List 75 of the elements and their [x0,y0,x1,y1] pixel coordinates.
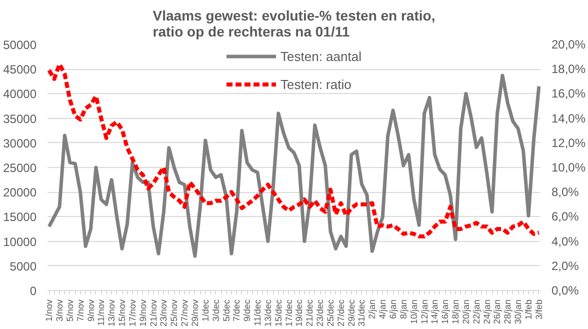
x-tick-label: 17/dec [284,299,294,327]
x-tick-label: 9/nov [86,299,96,322]
x-tick-label: 24/jan [482,299,492,324]
x-tick-label: 21/dec [304,299,315,327]
y2-tick-label: 6,0% [552,210,580,224]
y-tick-label: 20000 [3,186,37,200]
y2-tick-label: 12,0% [552,136,586,150]
y2-tick-label: 18,0% [552,62,586,76]
x-tick-label: 31/dec [356,299,367,327]
x-tick-label: 5/nov [64,299,75,322]
y-tick-label: 25000 [3,161,37,175]
x-tick-label: 26/jan [492,299,502,324]
y-tick-label: 30000 [3,136,37,150]
x-tick-label: 5/dec [221,299,232,322]
y-tick-label: 15000 [3,210,37,224]
x-tick-label: 8/jan [398,299,408,320]
x-tick-label: 4/jan [378,299,388,320]
x-tick-label: 30/jan [513,299,524,324]
x-tick-label: 1/dec [200,299,210,322]
y2-tick-label: 20,0% [552,38,586,52]
x-tick-label: 7/nov [75,299,86,322]
x-tick-label: 17/nov [127,299,138,327]
y-tick-label: 50000 [3,38,37,52]
y2-tick-label: 8,0% [552,185,580,200]
x-tick-label: 1/feb [524,299,534,320]
x-tick-label: 6/jan [388,299,398,320]
line-series [48,62,540,238]
x-tick-label: 15/nov [117,299,128,327]
y2-tick-label: 14,0% [552,111,586,126]
x-tick-label: 7/dec [232,299,242,322]
x-tick-label: 19/dec [294,299,304,327]
legend-label: Testen: aantal [280,48,362,64]
x-tick-label: 13/dec [262,299,273,327]
x-tick-label: 15/dec [273,299,284,327]
line-series [48,74,540,258]
y-tick-label: 10000 [3,234,37,249]
x-tick-label: 16/jan [440,299,450,324]
y2-tick-label: 2,0% [552,258,580,273]
y-tick-label: 0 [30,284,37,298]
x-tick-label: 3/nov [54,299,64,322]
x-tick-label: 13/nov [106,299,117,327]
x-tick-label: 1/nov [44,299,54,322]
x-tick-label: 29/dec [346,299,356,327]
x-tick-label: 12/jan [419,299,430,324]
x-tick-label: 28/jan [502,299,513,324]
x-tick-label: 20/jan [460,299,471,324]
x-tick-label: 27/nov [180,299,190,327]
x-tick-label: 23/dec [315,299,326,327]
x-tick-label: 22/jan [471,299,482,324]
x-tick-label: 9/dec [242,299,252,322]
x-tick-label: 25/dec [325,299,336,327]
x-tick-label: 27/dec [336,299,346,327]
x-tick-label: 11/nov [96,299,106,326]
x-tick-label: 10/jan [408,299,419,324]
y-tick-label: 35000 [3,112,37,126]
legend-label: Testen: ratio [280,76,352,92]
x-tick-label: 29/nov [190,299,200,327]
y-tick-label: 5000 [10,259,37,274]
x-tick-label: 14/jan [430,299,440,324]
x-tick-label: 19/nov [138,299,148,327]
y2-tick-label: 16,0% [552,86,586,101]
x-tick-label: 2/jan [367,299,378,320]
y2-tick-label: 4,0% [552,234,580,248]
y2-tick-label: 10,0% [552,160,586,174]
x-tick-label: 23/nov [158,299,169,327]
x-tick-label: 18/jan [450,299,461,324]
y2-tick-label: 0,0% [552,284,580,298]
x-tick-label: 25/nov [169,299,180,327]
chart-title: Vlaams gewest: evolutie-% testen en ratio, ratio op de rechteras na 01/11 [152,8,436,40]
y-tick-label: 40000 [3,87,37,102]
x-tick-label: 3/feb [534,299,544,320]
x-tick-label: 11/dec [252,299,263,326]
x-tick-label: 21/nov [148,299,158,327]
y-tick-label: 45000 [3,62,37,77]
x-tick-label: 3/dec [210,299,221,322]
